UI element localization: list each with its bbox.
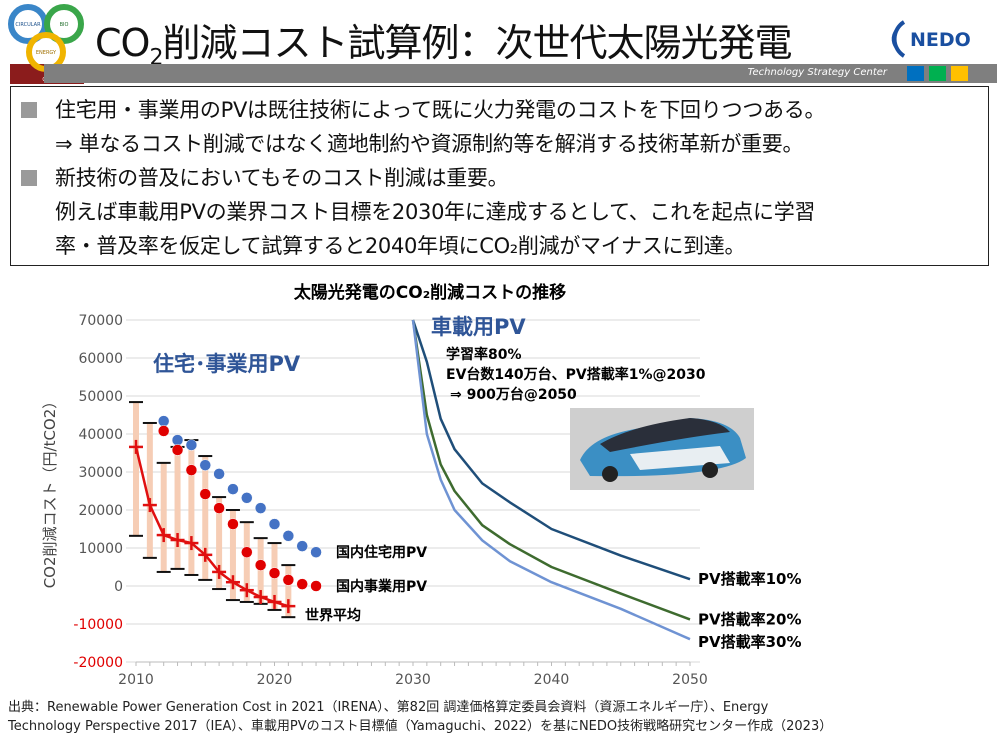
svg-text:NEDO: NEDO — [910, 29, 971, 51]
data-point-国内住宅用PV — [268, 518, 281, 530]
range-bar — [285, 565, 292, 618]
data-point-国内事業用PV — [268, 567, 281, 579]
x-tick-label: 2020 — [257, 672, 293, 688]
x-tick-label: 2050 — [672, 672, 708, 688]
vehicle-note: ⇒ 900万台@2050 — [450, 386, 577, 403]
data-point-国内事業用PV — [199, 488, 211, 500]
y-tick-label: 30000 — [78, 465, 123, 481]
summary-text: 率・普及率を仮定して試算すると2040年頃にCO₂削減がマイナスに到達。 — [55, 234, 746, 258]
summary-line: 例えば車載用PVの業界コスト目標を2030年に達成するとして、これを起点に学習 — [21, 195, 978, 229]
summary-text: ⇒ 単なるコスト削減ではなく適地制約や資源制約等を解消する技術革新が重要。 — [55, 132, 804, 156]
y-tick-label: 50000 — [78, 389, 123, 405]
vehicle-group-label: 車載用PV — [431, 315, 526, 339]
series-line-PV搭載率20% — [411, 319, 691, 621]
range-bar — [146, 422, 153, 558]
bullet-icon — [21, 102, 37, 118]
band-text: Technology Strategy Center — [747, 67, 887, 78]
data-point-国内住宅用PV — [310, 546, 322, 558]
y-tick-label: -10000 — [73, 617, 123, 633]
svg-text:ENERGY: ENERGY — [36, 50, 57, 56]
chart-title: 太陽光発電のCO₂削減コストの推移 — [294, 282, 566, 303]
range-bar — [174, 446, 181, 569]
svg-text:CIRCULAR: CIRCULAR — [15, 22, 41, 28]
data-point-国内事業用PV — [241, 546, 253, 558]
data-point-国内事業用PV — [310, 580, 322, 592]
blue-square — [907, 66, 924, 81]
range-bar — [202, 456, 209, 580]
summary-text: 住宅用・事業用のPVは既往技術によって既に火力発電のコストを下回りつつある。 — [55, 98, 826, 122]
range-bar — [133, 402, 139, 536]
range-bar — [229, 510, 236, 601]
data-point-国内事業用PV — [254, 559, 267, 571]
footer-line: 出典：Renewable Power Generation Cost in 20… — [8, 700, 769, 715]
summary-line: 率・普及率を仮定して試算すると2040年頃にCO₂削減がマイナスに到達。 — [21, 229, 978, 263]
yellow-square — [951, 66, 968, 81]
source-footer: 出典：Renewable Power Generation Cost in 20… — [8, 698, 832, 736]
y-tick-label: -20000 — [73, 655, 123, 671]
data-point-国内住宅用PV — [157, 415, 170, 427]
series-label: PV搭載率30% — [698, 633, 802, 651]
data-point-国内住宅用PV — [171, 434, 184, 446]
x-tick-label: 2030 — [395, 672, 431, 688]
y-tick-label: 40000 — [78, 427, 123, 443]
svg-text:BIO: BIO — [60, 22, 69, 28]
solar-car-photo — [570, 408, 754, 490]
summary-text: 例えば車載用PVの業界コスト目標を2030年に達成するとして、これを起点に学習 — [55, 200, 816, 224]
range-bar — [243, 522, 250, 602]
series-label: 国内事業用PV — [336, 578, 427, 595]
data-point-国内事業用PV — [157, 425, 170, 437]
y-axis-label: CO2削減コスト（円/tCO2） — [41, 394, 59, 589]
summary-line: 新技術の普及においてもそのコスト削減は重要。 — [21, 161, 978, 195]
data-point-国内事業用PV — [282, 574, 295, 586]
data-point-国内住宅用PV — [213, 468, 225, 480]
range-bar — [216, 497, 223, 590]
series-line-PV搭載率10% — [411, 319, 691, 581]
summary-box: 住宅用・事業用のPVは既往技術によって既に火力発電のコストを下回りつつある。 ⇒… — [10, 86, 989, 266]
data-point-国内事業用PV — [296, 578, 308, 590]
data-point-国内住宅用PV — [282, 530, 295, 542]
data-point-国内住宅用PV — [185, 439, 198, 451]
series-label: 世界平均 — [305, 607, 361, 624]
range-bar — [160, 462, 167, 572]
series-label: 国内住宅用PV — [336, 544, 427, 561]
bullet-icon — [21, 170, 37, 186]
header-band — [44, 64, 997, 83]
summary-line: 住宅用・事業用のPVは既往技術によって既に火力発電のコストを下回りつつある。 — [21, 93, 978, 127]
title-text: 削減コスト試算例：次世代太陽光発電 — [162, 21, 792, 65]
x-tick-label: 2040 — [534, 672, 570, 688]
summary-text: 新技術の普及においてもそのコスト削減は重要。 — [55, 166, 509, 190]
data-point-国内事業用PV — [171, 444, 184, 456]
y-tick-label: 20000 — [78, 503, 123, 519]
nedo-logo: NEDO — [891, 20, 971, 58]
series-line-world — [134, 446, 289, 608]
series-label: PV搭載率10% — [698, 570, 802, 588]
data-point-国内事業用PV — [227, 518, 239, 530]
summary-line: ⇒ 単なるコスト削減ではなく適地制約や資源制約等を解消する技術革新が重要。 — [21, 127, 978, 161]
y-tick-label: 0 — [114, 579, 123, 595]
residential-group-label: 住宅･事業用PV — [153, 352, 301, 376]
vehicle-note: 学習率80% — [446, 346, 522, 363]
green-square — [929, 66, 946, 81]
data-point-国内住宅用PV — [296, 540, 308, 552]
data-point-国内住宅用PV — [199, 459, 211, 471]
range-bar — [188, 440, 195, 575]
y-tick-label: 70000 — [78, 313, 123, 329]
footer-line: Technology Perspective 2017（IEA）、車載用PVのコ… — [8, 719, 833, 734]
y-tick-label: 10000 — [78, 541, 123, 557]
series-label: PV搭載率20% — [698, 610, 802, 628]
title-co: CO — [95, 21, 150, 65]
data-point-国内住宅用PV — [254, 502, 267, 514]
data-point-国内事業用PV — [213, 502, 225, 514]
range-bar — [257, 538, 264, 604]
data-point-国内事業用PV — [185, 464, 198, 476]
data-point-国内住宅用PV — [241, 492, 253, 504]
series-line-PV搭載率30% — [411, 319, 691, 641]
vehicle-note: EV台数140万台、PV搭載率1%@2030 — [446, 366, 706, 383]
data-point-国内住宅用PV — [227, 483, 239, 495]
x-tick-label: 2010 — [118, 672, 154, 688]
y-tick-label: 60000 — [78, 351, 123, 367]
